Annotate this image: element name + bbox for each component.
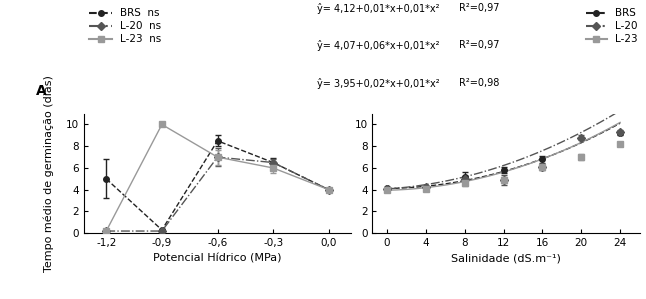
Text: ŷ= 3,95+0,02*x+0,01*x²: ŷ= 3,95+0,02*x+0,01*x² — [317, 78, 439, 89]
Text: ŷ= 4,07+0,06*x+0,01*x²: ŷ= 4,07+0,06*x+0,01*x² — [317, 40, 439, 51]
X-axis label: Salinidade (dS.m⁻¹): Salinidade (dS.m⁻¹) — [451, 254, 561, 264]
Text: R²=0,98: R²=0,98 — [459, 78, 499, 88]
Legend: BRS, L-20, L-23: BRS, L-20, L-23 — [586, 8, 638, 45]
Text: B: B — [645, 84, 646, 98]
Legend: BRS  ns, L-20  ns, L-23  ns: BRS ns, L-20 ns, L-23 ns — [89, 8, 162, 45]
X-axis label: Potencial Hídrico (MPa): Potencial Hídrico (MPa) — [153, 254, 282, 264]
Text: R²=0,97: R²=0,97 — [459, 40, 499, 50]
Text: ŷ= 4,12+0,01*x+0,01*x²: ŷ= 4,12+0,01*x+0,01*x² — [317, 3, 439, 14]
Text: Tempo médio de germinação (dias): Tempo médio de germinação (dias) — [43, 75, 54, 272]
Text: R²=0,97: R²=0,97 — [459, 3, 499, 13]
Text: A: A — [36, 84, 47, 98]
